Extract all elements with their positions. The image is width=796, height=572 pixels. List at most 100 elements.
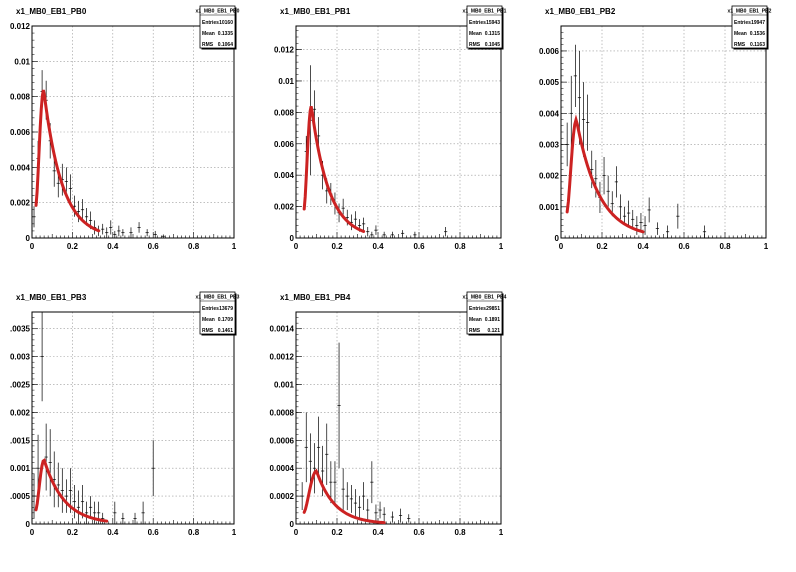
data-point bbox=[647, 197, 651, 223]
data-point bbox=[72, 484, 77, 519]
data-point bbox=[141, 501, 145, 524]
data-point bbox=[316, 416, 321, 478]
data-point bbox=[145, 229, 149, 237]
data-point bbox=[362, 482, 366, 511]
chart-title: x1_MB0_EB1_PB0 bbox=[16, 7, 87, 16]
data-point bbox=[40, 312, 44, 402]
data-point bbox=[390, 231, 394, 238]
y-tick-label: 0.012 bbox=[274, 46, 295, 55]
data-point bbox=[643, 216, 647, 235]
x-tick-label: 0.4 bbox=[107, 242, 119, 251]
y-tick-label: 0.0002 bbox=[270, 492, 295, 501]
data-point bbox=[32, 473, 36, 519]
y-tick-label: 0 bbox=[290, 520, 295, 529]
stats-box-frame bbox=[199, 291, 236, 335]
y-tick-label: 0 bbox=[290, 234, 295, 243]
data-point bbox=[362, 217, 366, 231]
fit-curve bbox=[34, 457, 109, 523]
y-tick-label: 0.002 bbox=[10, 408, 31, 417]
stats-box-frame bbox=[199, 5, 236, 49]
data-point bbox=[64, 479, 68, 513]
stats-box: x1_MB0_EB1_PB1 Entries 15943 Mean 0.1315 RMS 0… bbox=[463, 5, 507, 50]
data-point bbox=[655, 222, 659, 235]
stats-value: 0.121 bbox=[487, 328, 500, 334]
chart-title: x1_MB0_EB1_PB1 bbox=[280, 7, 351, 16]
data-point bbox=[76, 200, 81, 223]
x-tick-label: 1 bbox=[232, 242, 237, 251]
y-tick-label: 0.0004 bbox=[270, 464, 295, 473]
y-tick-label: 0.001 bbox=[274, 381, 295, 390]
data-point bbox=[341, 468, 345, 511]
data-point bbox=[101, 512, 105, 524]
fit-curve bbox=[302, 468, 386, 525]
data-point bbox=[606, 175, 610, 207]
stats-label: Mean bbox=[202, 31, 215, 37]
stats-value: 0.1045 bbox=[485, 42, 501, 48]
data-point bbox=[382, 507, 386, 522]
data-point bbox=[565, 122, 569, 167]
x-tick-label: 0.2 bbox=[331, 528, 343, 537]
x-tick-label: 0.6 bbox=[413, 528, 425, 537]
data-point bbox=[101, 223, 105, 235]
data-point bbox=[137, 222, 141, 233]
stats-label: Mean bbox=[202, 317, 215, 323]
x-tick-label: 0 bbox=[559, 242, 564, 251]
fit-curve bbox=[34, 89, 101, 233]
data-point bbox=[153, 230, 157, 238]
y-tick-label: 0.006 bbox=[539, 47, 560, 56]
stats-value: 0.1163 bbox=[750, 42, 765, 48]
chart-panel-3: 0 0.2 0.4 0.6 0.8 1 0 0.001 0.002 0.003 0.004 0.005… bbox=[539, 5, 772, 251]
data-point bbox=[382, 231, 386, 238]
data-point bbox=[93, 501, 97, 524]
x-tick-label: 0.2 bbox=[596, 242, 608, 251]
y-tick-label: .0005 bbox=[10, 492, 31, 501]
stats-value: 0.1461 bbox=[218, 328, 234, 334]
data-point bbox=[413, 231, 417, 238]
y-tick-label: 0.004 bbox=[10, 163, 31, 172]
y-tick-label: 0 bbox=[26, 234, 31, 243]
data-point bbox=[676, 203, 680, 229]
stats-value: 0.1536 bbox=[750, 31, 766, 37]
data-point bbox=[117, 225, 121, 237]
data-point bbox=[76, 490, 81, 524]
data-point bbox=[337, 342, 341, 469]
data-point bbox=[312, 443, 317, 494]
x-tick-label: 0.6 bbox=[148, 528, 160, 537]
stats-label: RMS bbox=[202, 328, 214, 334]
stats-label: Mean bbox=[469, 317, 482, 323]
data-point bbox=[304, 412, 308, 483]
chart-panel-4: 0 0.2 0.4 0.6 0.8 1 0 .0005 0.001 .0015 0.002 .0025… bbox=[10, 291, 240, 537]
stats-label: Entries bbox=[469, 20, 486, 26]
y-tick-label: 0.0014 bbox=[270, 325, 295, 334]
y-tick-label: .0035 bbox=[10, 325, 31, 334]
x-tick-label: 0.4 bbox=[107, 528, 119, 537]
data-point bbox=[366, 498, 370, 522]
x-tick-label: 0.6 bbox=[678, 242, 690, 251]
data-point bbox=[366, 227, 370, 237]
data-point bbox=[121, 229, 125, 237]
data-point bbox=[52, 451, 56, 508]
stats-label: Entries bbox=[202, 306, 219, 312]
stats-label: RMS bbox=[734, 42, 746, 48]
data-point bbox=[374, 225, 378, 235]
stats-box-title: x1_MB0_EB1_PB2 bbox=[728, 9, 772, 15]
data-point bbox=[581, 82, 586, 157]
data-point bbox=[573, 44, 577, 108]
data-point bbox=[161, 234, 165, 238]
stats-label: RMS bbox=[202, 42, 214, 48]
data-point bbox=[56, 462, 60, 508]
data-point bbox=[88, 496, 93, 519]
data-point bbox=[44, 423, 48, 491]
data-point bbox=[602, 156, 606, 195]
stats-label: RMS bbox=[469, 42, 481, 48]
data-point bbox=[370, 231, 374, 238]
data-point bbox=[333, 461, 337, 504]
stats-box: x1_MB0_EB1_PB2 Entries 19947 Mean 0.1536 RMS 0… bbox=[728, 5, 772, 50]
data-point bbox=[308, 433, 312, 490]
y-tick-label: 0.003 bbox=[10, 353, 31, 362]
data-point bbox=[325, 423, 329, 485]
chart-title: x1_MB0_EB1_PB3 bbox=[16, 293, 87, 302]
data-point bbox=[60, 468, 64, 513]
y-tick-label: 0.005 bbox=[539, 78, 560, 87]
